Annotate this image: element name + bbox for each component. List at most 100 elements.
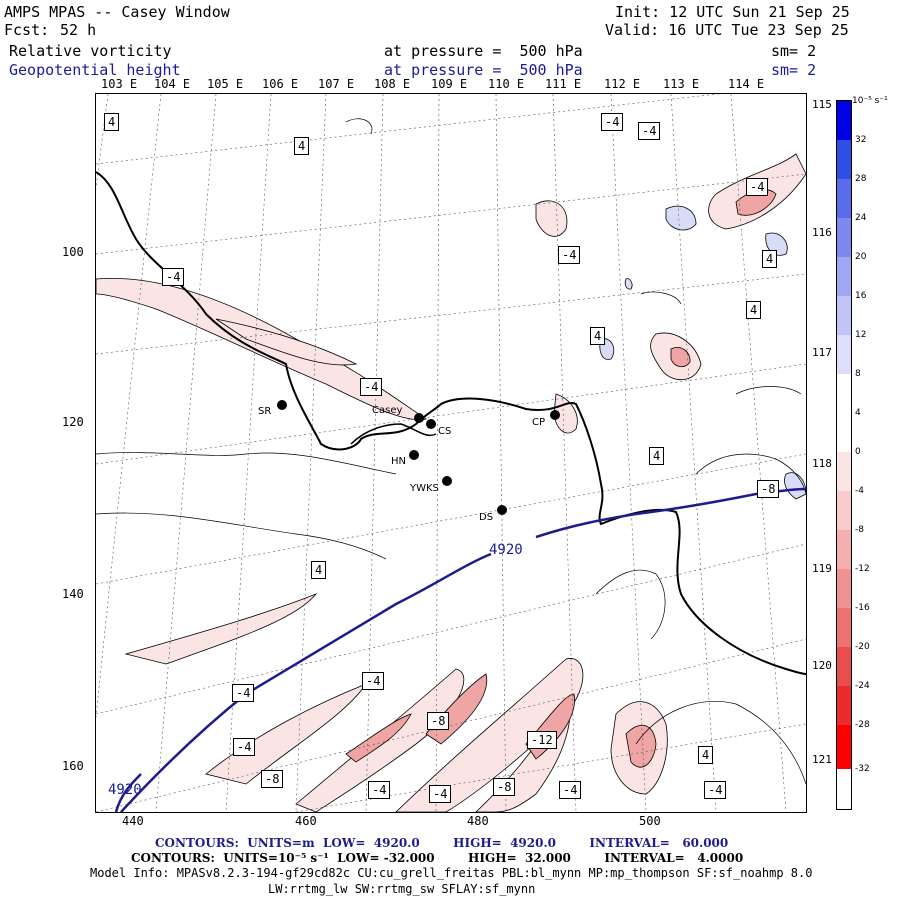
contour-value-label: -4: [162, 268, 185, 286]
model-info-line2: LW:rrtmg_lw SW:rrtmg_sw SFLAY:sf_mynn: [268, 882, 536, 896]
contour-value-label: -4: [232, 684, 255, 702]
colorbar-tick: 12: [855, 330, 867, 340]
positive-vorticity-fill: [599, 205, 806, 500]
x-tick-label: 500: [639, 814, 661, 828]
colorbar-tick: -16: [855, 603, 870, 613]
contour-value-label: -8: [261, 770, 284, 788]
station-label: Casey: [372, 405, 403, 416]
contour-value-label: -4: [601, 113, 624, 131]
lon-label: 110 E: [488, 77, 525, 91]
contour-value-label: -4: [638, 122, 661, 140]
contour-value-label: -4: [558, 246, 581, 264]
contour-value-label: 4: [294, 137, 310, 155]
vorticity-contour-lines: [96, 118, 806, 785]
y-tick-label: 160: [62, 759, 84, 773]
contour-value-label: -4: [360, 378, 383, 396]
colorbar-tick: 24: [855, 213, 867, 223]
contour-value-label: -4: [368, 781, 391, 799]
colorbar-tick: -12: [855, 564, 870, 574]
contour-value-label: 4: [649, 447, 665, 465]
map-title: AMPS MPAS -- Casey Window: [4, 3, 230, 21]
contour-value-label: -8: [427, 712, 450, 730]
colorbar-unit: 10⁻⁵ s⁻¹: [852, 96, 888, 106]
contour-value-label: -4: [559, 781, 582, 799]
init-time: Init: 12 UTC Sun 21 Sep 25: [615, 3, 850, 21]
forecast-hour: 52 h: [60, 21, 97, 39]
field1-name: Relative vorticity: [9, 42, 172, 60]
vorticity-contour-info: CONTOURS: UNITS=10⁻⁵ s⁻¹ LOW= -32.000 HI…: [131, 851, 744, 865]
colorbar-tick: -24: [855, 681, 870, 691]
station-label: DS: [479, 512, 494, 523]
colorbar-tick: 20: [855, 252, 867, 262]
field2-pressure: at pressure = 500 hPa: [384, 61, 583, 79]
station-label: CS: [438, 426, 452, 437]
height-contour-info: CONTOURS: UNITS=m LOW= 4920.0 HIGH= 4920…: [155, 836, 729, 850]
station-label: CP: [532, 417, 546, 428]
colorbar-tick: -20: [855, 642, 870, 652]
colorbar-tick: 16: [855, 291, 867, 301]
lon-label: 111 E: [545, 77, 582, 91]
contour-value-label: 4: [104, 113, 120, 131]
station-label: SR: [258, 406, 272, 417]
geopotential-4920-contour-left: [114, 773, 142, 812]
field1-smoothing: sm= 2: [771, 42, 817, 60]
map-plot-area: 4 4 -4 -4 -4 -4 4 4 -4 4 4 -4 -4 -8 -12 …: [95, 93, 807, 813]
field1-pressure: at pressure = 500 hPa: [384, 42, 583, 60]
colorbar-tick: 32: [855, 135, 867, 145]
contour-value-label: -8: [757, 480, 780, 498]
contour-value-label: -4: [746, 178, 769, 196]
station-marker: [426, 419, 436, 429]
y-tick-label: 100: [62, 245, 84, 259]
station-marker: [497, 505, 507, 515]
contour-value-label: 4: [590, 327, 606, 345]
contour-value-label: -4: [429, 785, 452, 803]
contour-value-label: 4: [762, 250, 778, 268]
station-marker: [442, 476, 452, 486]
coastline-bay: [350, 423, 437, 445]
contour-value-label: -4: [233, 738, 256, 756]
colorbar-tick: -8: [855, 525, 864, 535]
y-tick-label: 120: [62, 415, 84, 429]
colorbar-tick: 4: [855, 408, 861, 418]
vorticity-colorbar: [836, 100, 852, 810]
lon-label: 109 E: [431, 77, 468, 91]
field2-smoothing: sm= 2: [771, 61, 817, 79]
colorbar-tick: 28: [855, 174, 867, 184]
x-tick-label: 480: [467, 814, 489, 828]
contour-value-label: 4: [746, 301, 762, 319]
lon-label: 113 E: [663, 77, 700, 91]
valid-time: Valid: 16 UTC Tue 23 Sep 25: [605, 21, 849, 39]
height-contour-label: 4920: [489, 542, 523, 558]
lon-label: 108 E: [374, 77, 411, 91]
coastline: [96, 171, 806, 675]
contour-value-label: -4: [704, 781, 727, 799]
contour-value-label: -8: [493, 778, 516, 796]
x-tick-label: 440: [122, 814, 144, 828]
lon-label: 112 E: [604, 77, 641, 91]
colorbar-tick: -4: [855, 486, 864, 496]
field2-name: Geopotential height: [9, 61, 181, 79]
lon-label: 104 E: [154, 77, 191, 91]
forecast-label: Fcst:: [4, 21, 50, 39]
colorbar-tick: -28: [855, 720, 870, 730]
station-marker: [409, 450, 419, 460]
contour-value-label: -12: [527, 731, 557, 749]
lon-label: 114 E: [728, 77, 765, 91]
lon-label: 107 E: [318, 77, 355, 91]
station-marker: [414, 413, 424, 423]
height-contour-label: 4920: [108, 782, 142, 798]
contour-value-label: 4: [311, 561, 327, 579]
colorbar-tick: 8: [855, 369, 861, 379]
contour-value-label: -4: [362, 672, 385, 690]
model-info: Model Info: MPASv8.2.3-194-gf29cd82c CU:…: [90, 866, 813, 880]
lon-label: 106 E: [262, 77, 299, 91]
colorbar-tick: 0: [855, 447, 861, 457]
station-label: YWKS: [410, 483, 439, 494]
station-marker: [550, 410, 560, 420]
lon-label: 105 E: [207, 77, 244, 91]
contour-value-label: 4: [698, 746, 714, 764]
station-label: HN: [391, 456, 406, 467]
station-marker: [277, 400, 287, 410]
lon-label: 103 E: [101, 77, 138, 91]
colorbar-tick: -32: [855, 764, 870, 774]
